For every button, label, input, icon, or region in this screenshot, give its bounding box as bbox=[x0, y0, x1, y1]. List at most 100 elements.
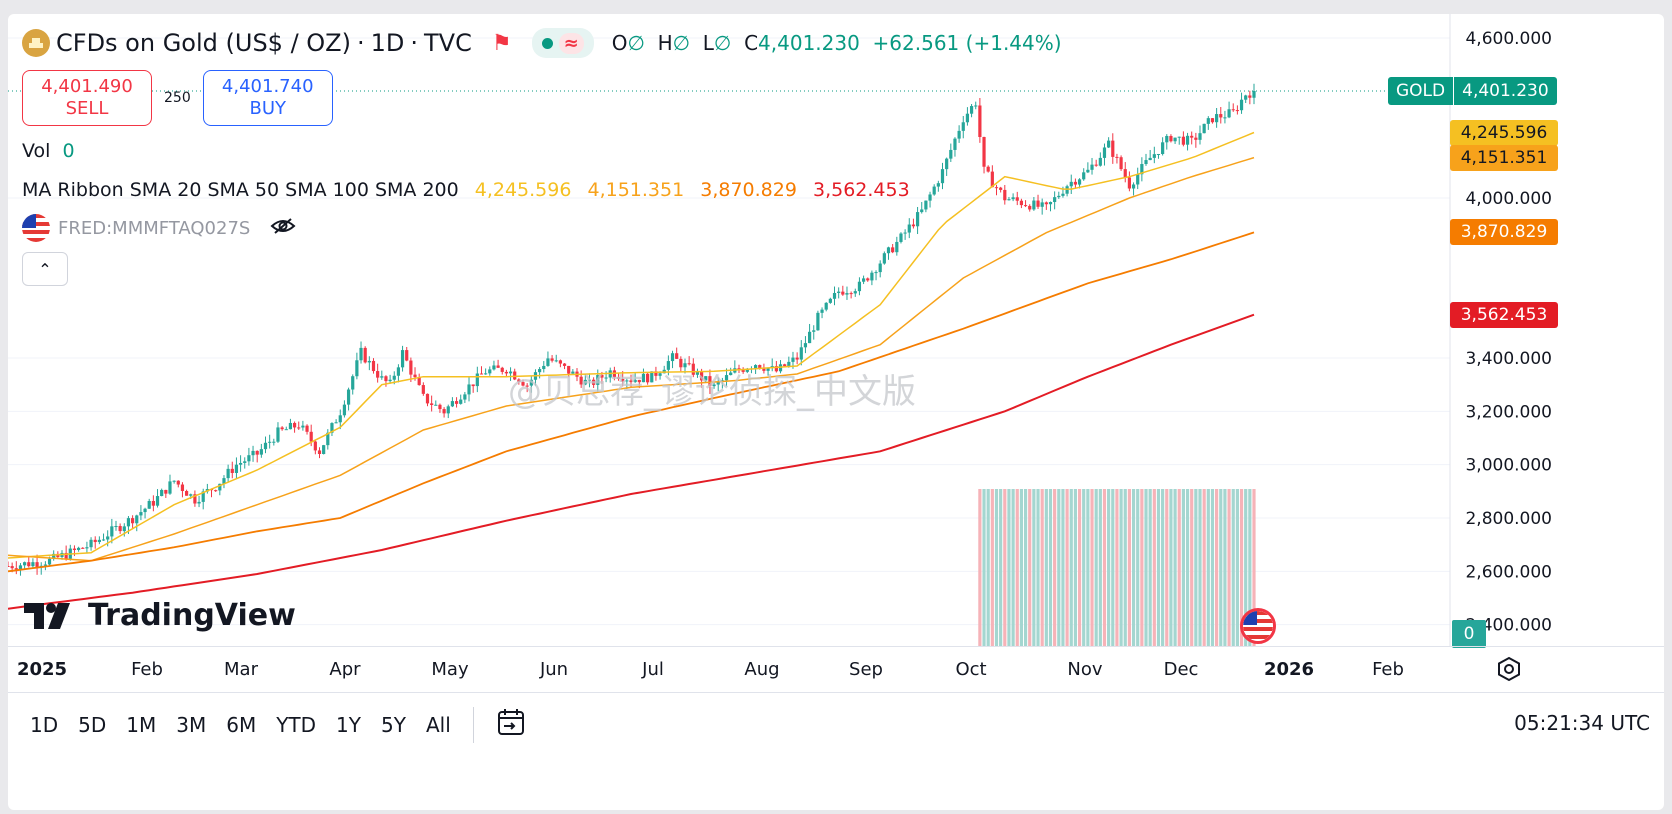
candle-body bbox=[259, 449, 263, 455]
candle-body bbox=[1036, 200, 1040, 207]
time-axis[interactable]: 2025 Feb Mar Apr May Jun Jul Aug Sep Oct Nov Dec 202… bbox=[8, 646, 1664, 693]
candle-body bbox=[961, 122, 965, 131]
economic-event-marker[interactable] bbox=[1240, 608, 1276, 644]
time-tick-label: Dec bbox=[1163, 659, 1199, 680]
range-5y[interactable]: 5Y bbox=[381, 713, 406, 737]
candle-body bbox=[729, 372, 733, 376]
candle-body bbox=[787, 361, 791, 367]
candle-body bbox=[1239, 99, 1244, 111]
candle-body bbox=[164, 489, 168, 494]
volume-bar bbox=[986, 489, 990, 646]
candle-body bbox=[567, 365, 571, 374]
range-1d[interactable]: 1D bbox=[30, 713, 59, 737]
collapse-legend-button[interactable]: ⌃ bbox=[22, 252, 68, 286]
sell-button[interactable]: 4,401.490 SELL bbox=[22, 70, 152, 126]
instrument-name[interactable]: CFDs on Gold (US$ / OZ) bbox=[56, 29, 351, 57]
market-status-badge[interactable]: ≈ bbox=[531, 28, 594, 58]
candle-body bbox=[338, 415, 342, 423]
calendar-goto-icon[interactable] bbox=[496, 707, 526, 743]
candle-body bbox=[861, 278, 866, 282]
sell-label: SELL bbox=[65, 98, 109, 119]
candle-body bbox=[629, 380, 633, 383]
candle-body bbox=[508, 371, 513, 374]
volume-bar bbox=[1065, 489, 1069, 646]
ma-ribbon-lines bbox=[8, 131, 1255, 610]
candle-body bbox=[272, 441, 276, 443]
symbol-legend[interactable]: CFDs on Gold (US$ / OZ) · 1D · TVC ⚑ ≈ O… bbox=[22, 28, 1062, 58]
candle-body bbox=[230, 468, 234, 473]
volume-bar bbox=[1111, 489, 1115, 646]
price-axis: 4,600.000 4,000.000 3,400.000 3,200.000 3,00… bbox=[1449, 14, 1552, 646]
volume-bar bbox=[1073, 489, 1078, 646]
buy-button[interactable]: 4,401.740 BUY bbox=[202, 70, 333, 126]
candle-body bbox=[1136, 174, 1140, 185]
fred-legend[interactable]: FRED:MMMFTAQ027S bbox=[22, 214, 296, 242]
candle-body bbox=[824, 302, 828, 310]
range-1m[interactable]: 1M bbox=[126, 713, 157, 737]
utc-clock[interactable]: 05:21:34 UTC bbox=[1514, 711, 1650, 735]
volume-bar bbox=[1231, 489, 1235, 646]
candle-body bbox=[450, 401, 455, 407]
volume-bar bbox=[1015, 489, 1019, 646]
range-ytd[interactable]: YTD bbox=[276, 713, 317, 737]
candle-body bbox=[326, 432, 330, 446]
range-all[interactable]: All bbox=[425, 713, 451, 737]
candle-body bbox=[920, 209, 924, 213]
candle-body bbox=[994, 187, 999, 189]
volume-bar bbox=[1098, 489, 1102, 646]
interval[interactable]: 1D bbox=[370, 29, 405, 57]
volume-bar bbox=[1131, 489, 1136, 646]
candle-body bbox=[35, 562, 39, 568]
volume-bar bbox=[1206, 489, 1210, 646]
candle-body bbox=[641, 373, 646, 383]
candle-body bbox=[853, 291, 857, 294]
candle-body bbox=[882, 253, 886, 264]
candle-body bbox=[554, 360, 558, 362]
candle-body bbox=[504, 371, 508, 374]
candle-body bbox=[425, 393, 430, 404]
gold-price: 4,401.230 bbox=[1454, 77, 1557, 105]
volume-bar bbox=[1173, 489, 1177, 646]
flag-icon[interactable]: ⚑ bbox=[491, 30, 512, 56]
candle-body bbox=[1082, 172, 1086, 180]
tradingview-logo[interactable]: TradingView bbox=[24, 598, 296, 633]
candle-body bbox=[795, 357, 799, 360]
candle-body bbox=[1048, 202, 1053, 205]
candle-body bbox=[442, 409, 446, 414]
range-6m[interactable]: 6M bbox=[226, 713, 257, 737]
chevron-up-icon: ⌃ bbox=[38, 259, 52, 279]
candle-body bbox=[1028, 205, 1032, 210]
volume-legend[interactable]: Vol 0 bbox=[22, 140, 75, 162]
candle-body bbox=[114, 526, 118, 528]
settings-icon[interactable] bbox=[1496, 656, 1522, 688]
candle-body bbox=[1065, 186, 1069, 194]
candle-body bbox=[982, 136, 986, 167]
time-tick-label: Jun bbox=[539, 659, 569, 680]
volume-bar bbox=[1140, 489, 1144, 646]
market-open-dot bbox=[541, 37, 553, 49]
candle-body bbox=[745, 369, 749, 372]
volume-bar bbox=[1007, 489, 1011, 646]
range-1y[interactable]: 1Y bbox=[336, 713, 361, 737]
range-5d[interactable]: 5D bbox=[78, 713, 107, 737]
candle-body bbox=[741, 370, 745, 372]
candle-body bbox=[81, 547, 85, 549]
candle-body bbox=[621, 378, 625, 382]
candle-body bbox=[837, 291, 841, 293]
eye-off-icon[interactable] bbox=[270, 217, 296, 240]
volume-bar bbox=[1198, 489, 1202, 646]
candle-body bbox=[85, 547, 89, 549]
candle-body bbox=[1227, 109, 1231, 118]
candle-body bbox=[841, 291, 845, 295]
price-chart[interactable]: 4,600.000 4,000.000 3,400.000 3,200.000 3,00… bbox=[8, 14, 1664, 646]
candle-body bbox=[405, 350, 409, 361]
candle-body bbox=[180, 484, 185, 492]
candle-body bbox=[895, 241, 899, 253]
candle-body bbox=[691, 363, 695, 375]
candle-body bbox=[135, 515, 139, 524]
ma-ribbon-label: MA Ribbon SMA 20 SMA 50 SMA 100 SMA 200 bbox=[22, 179, 459, 201]
ma-ribbon-legend[interactable]: MA Ribbon SMA 20 SMA 50 SMA 100 SMA 200 … bbox=[22, 179, 920, 201]
range-3m[interactable]: 3M bbox=[176, 713, 207, 737]
candle-body bbox=[700, 371, 704, 381]
candle-body bbox=[1111, 140, 1115, 157]
